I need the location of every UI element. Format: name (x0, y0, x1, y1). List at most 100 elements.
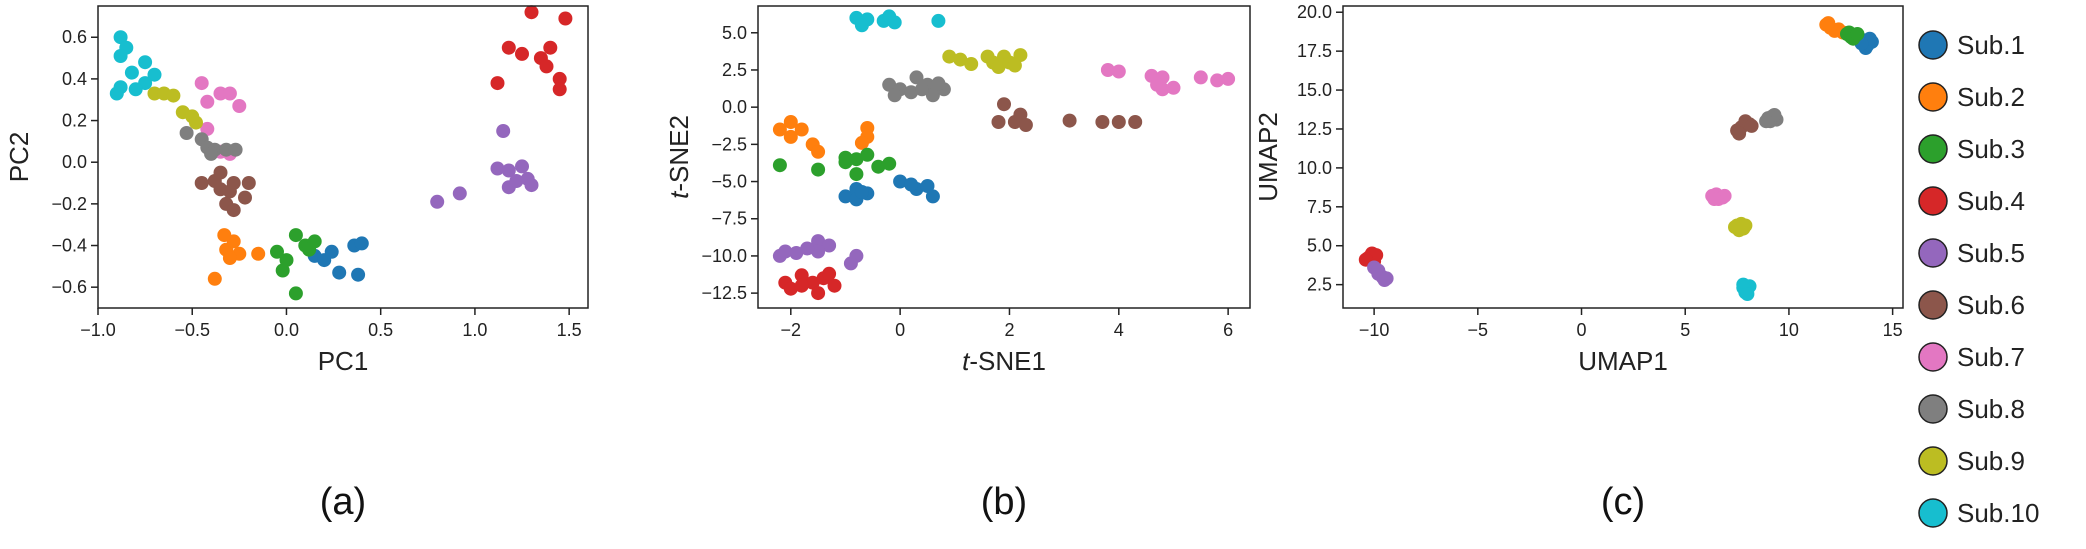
y-tick-label: 2.5 (1307, 275, 1332, 295)
y-tick-label: 7.5 (1307, 197, 1332, 217)
legend-marker (1918, 82, 1948, 112)
y-tick-label: −12.5 (701, 283, 747, 303)
data-point (241, 176, 256, 190)
data-point (1128, 115, 1143, 129)
data-point (904, 177, 919, 192)
data-point (778, 244, 793, 259)
x-tick-label: −2 (781, 320, 802, 340)
data-point (1744, 118, 1759, 133)
data-point (1732, 126, 1747, 141)
y-tick-label: 15.0 (1297, 80, 1332, 100)
x-tick-label: −1.0 (80, 320, 116, 340)
legend-marker (1918, 30, 1948, 60)
data-point (524, 178, 539, 193)
data-point (882, 77, 897, 92)
data-point (915, 82, 929, 97)
data-point (794, 278, 809, 293)
data-point (854, 18, 869, 33)
data-point (1062, 113, 1077, 128)
data-point (501, 40, 516, 55)
data-point (1210, 73, 1225, 88)
data-point (200, 94, 215, 109)
data-point (925, 189, 940, 204)
data-point (275, 263, 290, 278)
data-point (1707, 192, 1722, 206)
data-point (179, 126, 194, 140)
y-tick-label: 0.6 (62, 27, 87, 47)
data-point (811, 244, 826, 259)
y-tick-label: 0.2 (62, 111, 87, 131)
x-tick-label: 0.0 (274, 320, 299, 340)
data-point (1166, 80, 1181, 95)
data-point (843, 256, 858, 271)
y-tick-label: −0.2 (51, 194, 87, 214)
y-tick-label: −0.6 (51, 277, 87, 297)
x-tick-label: 1.0 (462, 320, 487, 340)
data-point (800, 241, 815, 256)
y-axis-label: UMAP2 (1253, 112, 1283, 202)
data-point (882, 156, 897, 171)
legend-marker (1918, 446, 1948, 476)
legend-marker (1918, 238, 1948, 268)
legend-label: Sub.1 (1957, 30, 2025, 60)
data-point (354, 236, 369, 251)
y-tick-label: −0.4 (51, 236, 87, 256)
legend-label: Sub.2 (1957, 82, 2025, 112)
data-point (194, 76, 209, 91)
data-point (1013, 48, 1028, 63)
data-point (1095, 115, 1110, 129)
y-axis-label: t-SNE2 (664, 115, 694, 199)
y-tick-label: 0.0 (62, 152, 87, 172)
data-point (226, 203, 241, 218)
data-point (1728, 220, 1742, 235)
legend-label: Sub.4 (1957, 186, 2025, 216)
data-point (138, 55, 153, 70)
legend-label: Sub.3 (1957, 134, 2025, 164)
x-tick-label: 0 (895, 320, 905, 340)
data-point (490, 76, 505, 91)
panel-a: −1.0 −0.5 0.0 0.5 1.0 1.5 −0.6 −0.4 −0.2 0.0 0.2 0.… (4, 5, 589, 523)
data-point (515, 46, 529, 61)
data-point (997, 97, 1011, 112)
data-point (238, 190, 252, 205)
data-point (166, 88, 181, 103)
data-point (794, 268, 809, 283)
x-tick-label: 10 (1779, 320, 1799, 340)
panel-c: −10 −5 0 5 10 15 2.5 5.0 7.5 10.0 12.5 15.0 17.5 20.0… (1253, 2, 1904, 523)
data-point (217, 228, 232, 243)
x-axis-label: t-SNE1 (962, 346, 1046, 376)
x-tick-label: 15 (1883, 320, 1903, 340)
data-point (1100, 63, 1115, 77)
data-point (1738, 218, 1753, 233)
data-points (1358, 16, 1879, 301)
data-point (811, 144, 826, 159)
data-point (222, 251, 237, 265)
data-point (783, 281, 798, 296)
data-point (490, 161, 505, 176)
data-point (838, 150, 853, 165)
data-point (226, 176, 241, 190)
data-point (964, 57, 979, 71)
axes-frame (97, 5, 589, 309)
x-tick-label: 4 (1114, 320, 1124, 340)
legend: Sub.1 Sub.2 Sub.3 Sub.4 Sub.5 Sub.6 Sub.7 Sub.8… (1918, 30, 2039, 528)
data-point (113, 49, 128, 63)
y-tick-label: 20.0 (1297, 2, 1332, 22)
data-point (953, 52, 968, 67)
data-point (1850, 27, 1865, 41)
data-point (228, 142, 243, 157)
data-point (860, 147, 875, 162)
data-point (1759, 114, 1774, 129)
y-tick-label: 10.0 (1297, 158, 1332, 178)
data-point (552, 71, 567, 86)
data-point (1379, 271, 1394, 286)
data-point (1740, 287, 1755, 301)
x-tick-label: 6 (1223, 320, 1233, 340)
data-point (920, 179, 935, 193)
data-point (789, 246, 804, 260)
legend-label: Sub.8 (1957, 394, 2025, 424)
data-point (909, 70, 924, 85)
y-axis-label: PC2 (4, 132, 34, 183)
data-point (204, 146, 219, 161)
